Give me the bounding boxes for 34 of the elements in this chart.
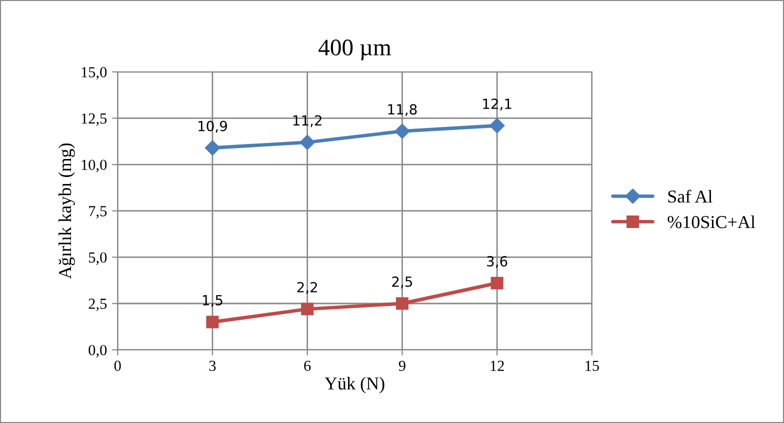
point [394,124,410,139]
data-label: 2,2 [297,282,317,294]
y-tick-label: 10,0 [82,160,107,172]
point [206,316,219,328]
point [489,118,505,134]
y-tick-label: 5,0 [88,252,107,265]
point [490,276,504,290]
y-axis-title: Ağırlık kaybı (mg) [58,143,75,279]
legend-label: Saf Al [668,190,712,203]
y-tick-label: 12,5 [82,113,107,126]
x-tick-label: 0 [114,360,121,371]
y-tick-label: 2,5 [88,298,107,312]
data-label: 12,1 [483,98,512,110]
chart-title: 400 µm [318,40,392,60]
point [301,302,314,316]
x-tick-label: 3 [209,360,216,371]
y-tick-label: 7,5 [89,206,107,219]
point [204,140,220,156]
x-tick-label: 15 [586,360,599,371]
point [396,297,408,310]
data-label: 1,5 [202,295,222,307]
data-label: 11,2 [293,115,322,128]
x-tick-label: 6 [304,360,311,371]
x-tick-label: 12 [490,360,504,371]
point [300,134,315,150]
y-tick-label: 15,0 [82,67,107,80]
legend-label: %10SiC+Al [668,215,756,228]
x-tick-label: 9 [398,360,406,371]
data-label: 11,8 [388,104,417,116]
data-label: 10,9 [198,120,227,133]
x-axis-title: Yük (N) [324,376,384,394]
y-tick-label: 0,0 [88,344,107,358]
data-label: 3,6 [487,256,508,268]
data-label: 2,5 [392,276,412,288]
